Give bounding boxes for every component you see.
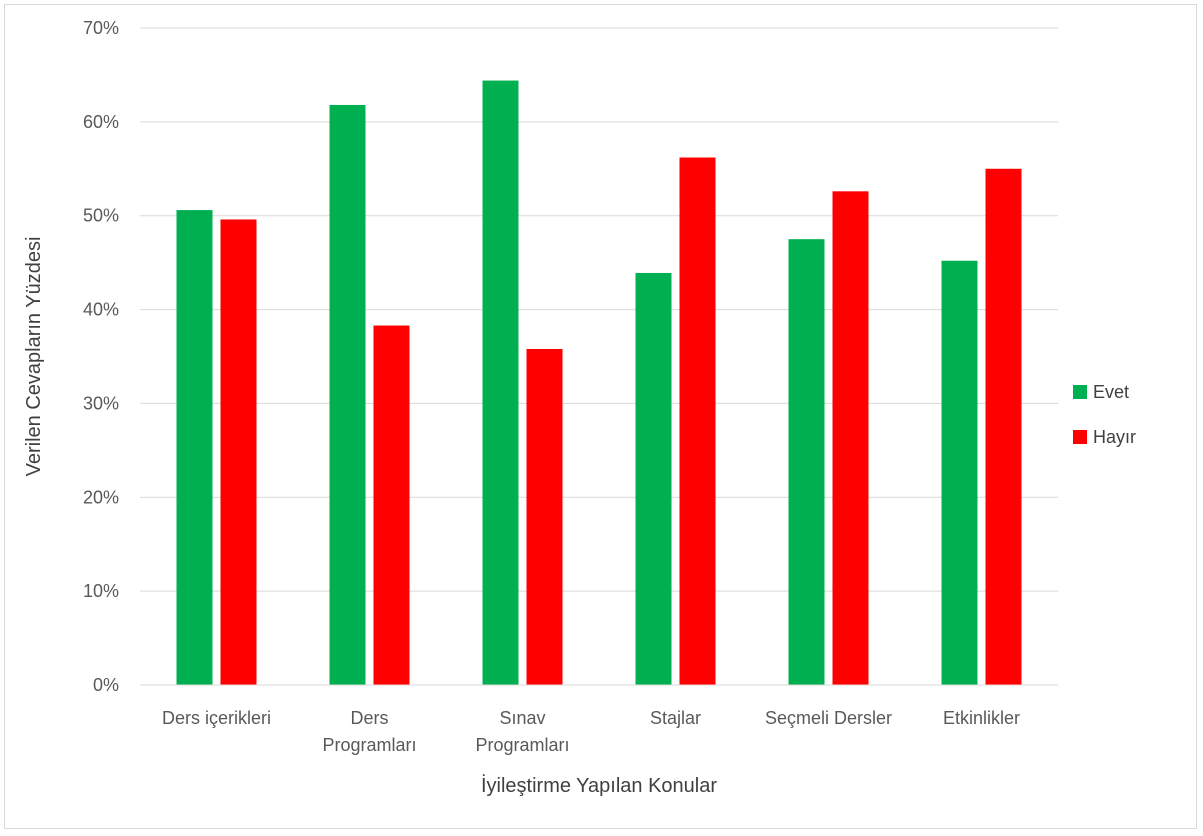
legend-label-evet: Evet bbox=[1093, 382, 1129, 402]
y-axis-title: Verilen Cevapların Yüzdesi bbox=[23, 237, 45, 477]
bar-evet-1 bbox=[329, 104, 366, 685]
y-tick-label: 50% bbox=[83, 206, 119, 226]
bar-evet-5 bbox=[941, 260, 978, 685]
gridlines bbox=[140, 27, 1058, 592]
x-tick-label: Etkinlikler bbox=[943, 708, 1020, 728]
bar-hayır-2 bbox=[526, 348, 563, 685]
y-tick-label: 30% bbox=[83, 393, 119, 413]
x-axis-title: İyileştirme Yapılan Konular bbox=[481, 774, 717, 797]
bar-hayır-0 bbox=[220, 219, 257, 685]
y-tick-label: 40% bbox=[83, 300, 119, 320]
x-tick-label: Ders içerikleri bbox=[162, 708, 271, 728]
bars bbox=[176, 80, 1022, 686]
x-axis-ticks: Ders içerikleri Ders Programları Sınav Progr… bbox=[162, 708, 1020, 755]
bar-hayır-4 bbox=[832, 191, 869, 685]
bar-evet-0 bbox=[176, 210, 213, 685]
x-tick-label: Ders Programları bbox=[322, 708, 416, 755]
bar-hayır-3 bbox=[679, 157, 716, 686]
y-axis-ticks: 0% 10% 20% 30% 40% 50% 60% 70% bbox=[83, 18, 119, 695]
legend-label-hayır: Hayır bbox=[1093, 427, 1136, 447]
y-tick-label: 70% bbox=[83, 18, 119, 38]
y-tick-label: 60% bbox=[83, 112, 119, 132]
x-tick-label: Sınav Programları bbox=[475, 708, 569, 755]
bar-evet-2 bbox=[482, 80, 519, 685]
legend-swatch-evet bbox=[1073, 385, 1087, 399]
legend: Evet Hayır bbox=[1073, 382, 1136, 447]
bar-evet-3 bbox=[635, 272, 672, 685]
bar-hayır-5 bbox=[985, 168, 1022, 686]
y-tick-label: 20% bbox=[83, 487, 119, 507]
legend-swatch-hayır bbox=[1073, 430, 1087, 444]
x-tick-label: Seçmeli Dersler bbox=[765, 708, 892, 728]
bar-evet-4 bbox=[788, 239, 825, 685]
y-tick-label: 10% bbox=[83, 581, 119, 601]
bar-hayır-1 bbox=[373, 325, 410, 685]
y-tick-label: 0% bbox=[93, 675, 119, 695]
x-tick-label: Stajlar bbox=[650, 708, 701, 728]
